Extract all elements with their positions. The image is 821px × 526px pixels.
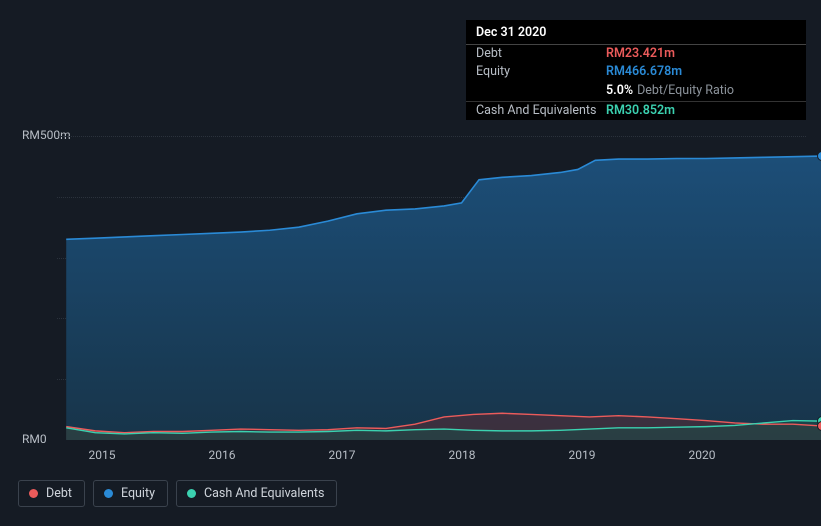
- legend-label: Debt: [46, 486, 72, 501]
- tooltip-row: DebtRM23.421m: [466, 45, 806, 64]
- series-end-marker-equity: [817, 151, 821, 161]
- x-axis-label: 2016: [209, 448, 236, 462]
- legend-item-equity[interactable]: Equity: [93, 480, 168, 507]
- x-axis-label: 2017: [329, 448, 356, 462]
- x-axis-label: 2018: [449, 448, 476, 462]
- chart-legend: Debt Equity Cash And Equivalents: [18, 480, 337, 507]
- tooltip-row: Cash And EquivalentsRM30.852m: [466, 101, 806, 121]
- tooltip-key: Cash And Equivalents: [476, 103, 606, 119]
- tooltip-key: [476, 83, 606, 99]
- series-end-marker-debt: [817, 421, 821, 431]
- tooltip-date: Dec 31 2020: [476, 25, 546, 41]
- x-axis-label: 2015: [89, 448, 116, 462]
- legend-dot-icon: [104, 489, 113, 498]
- tooltip-value: RM23.421m: [606, 46, 675, 62]
- tooltip-value: RM466.678m: [606, 64, 682, 80]
- legend-label: Cash And Equivalents: [204, 486, 324, 501]
- chart-area: [17, 136, 806, 440]
- tooltip-value: RM30.852m: [606, 103, 675, 119]
- tooltip-key: Debt: [476, 46, 606, 62]
- tooltip-row: EquityRM466.678m: [466, 63, 806, 82]
- chart-plot: [42, 136, 821, 440]
- tooltip-sublabel: Debt/Equity Ratio: [637, 83, 734, 99]
- equity-area: [66, 156, 821, 440]
- x-axis-label: 2019: [569, 448, 596, 462]
- tooltip-key: Equity: [476, 64, 606, 80]
- tooltip-row: 5.0%Debt/Equity Ratio: [466, 82, 806, 101]
- chart-tooltip: Dec 31 2020 DebtRM23.421mEquityRM466.678…: [466, 20, 806, 120]
- legend-label: Equity: [121, 486, 155, 501]
- legend-item-debt[interactable]: Debt: [18, 480, 85, 507]
- x-axis-label: 2020: [689, 448, 716, 462]
- legend-item-cash[interactable]: Cash And Equivalents: [176, 480, 337, 507]
- legend-dot-icon: [29, 489, 38, 498]
- legend-dot-icon: [187, 489, 196, 498]
- tooltip-value: 5.0%: [606, 83, 633, 99]
- financial-chart-panel: Dec 31 2020 DebtRM23.421mEquityRM466.678…: [0, 0, 821, 526]
